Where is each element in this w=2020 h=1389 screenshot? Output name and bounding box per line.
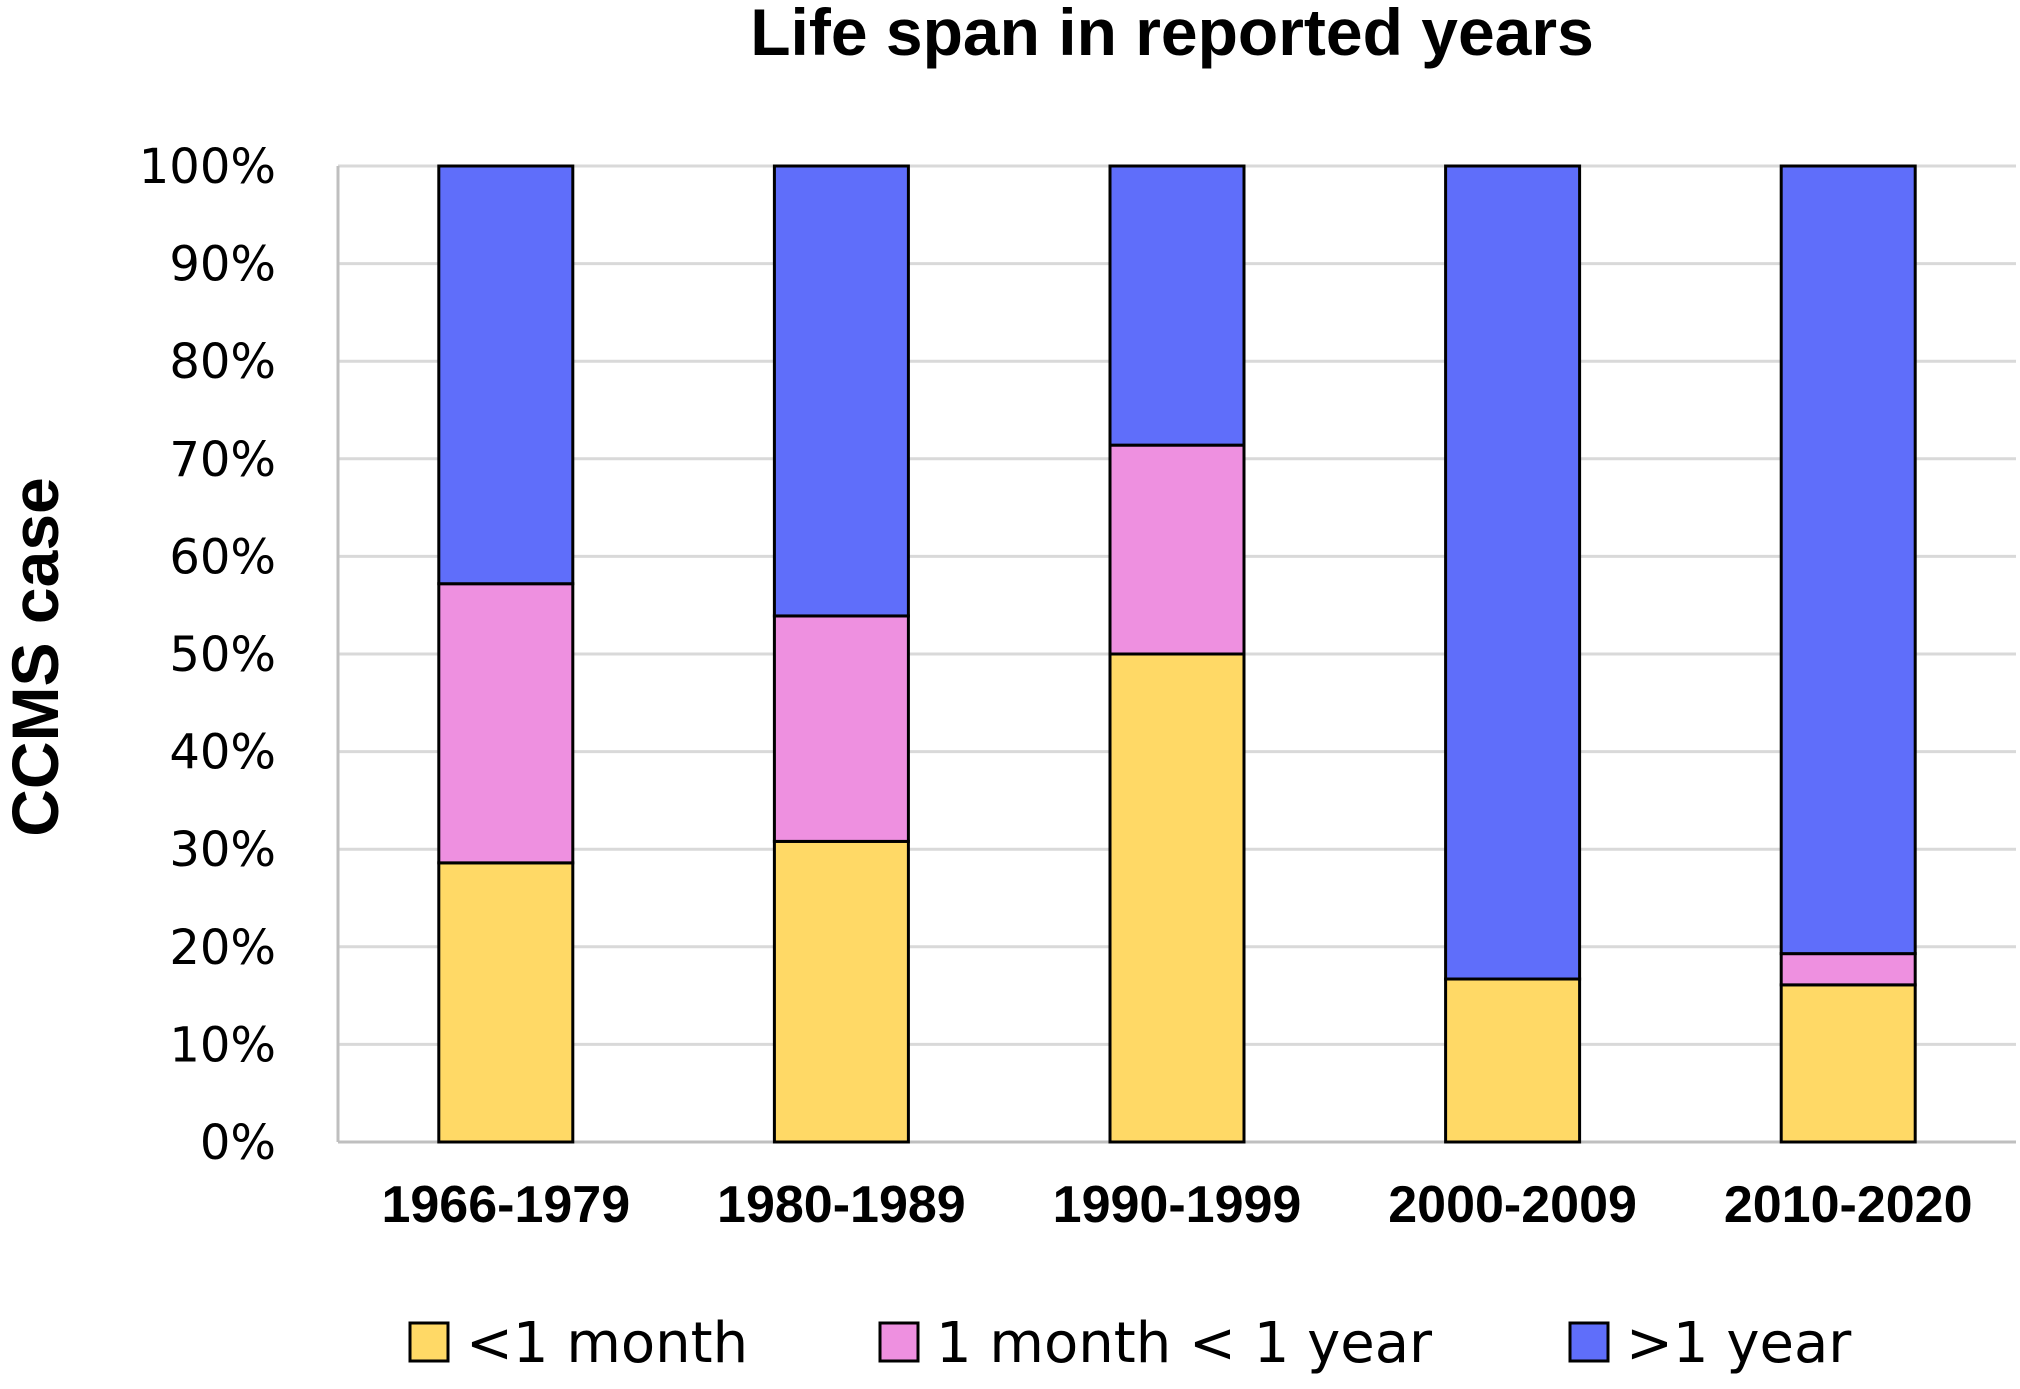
legend: <1 month 1 month < 1 year >1 year — [408, 1311, 1852, 1376]
y-tick-label: 0% — [200, 1115, 276, 1171]
bars — [437, 164, 1917, 1144]
y-tick-label: 50% — [169, 627, 276, 683]
y-tick-label: 70% — [169, 432, 276, 488]
bar-segment — [772, 839, 910, 1144]
legend-swatch — [408, 1321, 450, 1363]
y-axis-label: CCMS case — [0, 477, 72, 837]
chart-title: Life span in reported years — [750, 0, 1594, 69]
x-tick-label: 1990-1999 — [1053, 1176, 1302, 1234]
x-tick-label: 1966-1979 — [381, 1176, 630, 1234]
legend-label: <1 month — [466, 1311, 748, 1376]
y-tick-label: 100% — [139, 139, 276, 195]
legend-swatch — [878, 1321, 920, 1363]
legend-swatch — [1568, 1321, 1610, 1363]
bar-segment — [1444, 164, 1582, 981]
bar-segment — [437, 861, 575, 1144]
y-tick-label: 20% — [169, 920, 276, 976]
bar-segment — [1779, 952, 1917, 987]
x-tick-label: 1980-1989 — [717, 1176, 966, 1234]
y-tick-label: 30% — [169, 822, 276, 878]
x-axis-ticks: 1966-1979 1980-1989 1990-1999 2000-2009 2010… — [381, 1176, 1972, 1234]
y-tick-label: 80% — [169, 334, 276, 390]
x-tick-label: 2010-2020 — [1724, 1176, 1973, 1234]
y-tick-label: 10% — [169, 1017, 276, 1073]
legend-label: 1 month < 1 year — [936, 1311, 1433, 1376]
bar-segment — [1108, 652, 1246, 1144]
bar-segment — [1779, 983, 1917, 1144]
legend-label: >1 year — [1626, 1311, 1852, 1376]
bar-segment — [1108, 443, 1246, 656]
y-tick-label: 90% — [169, 237, 276, 293]
bar-segment — [772, 164, 910, 618]
bar-segment — [1108, 164, 1246, 447]
y-tick-label: 40% — [169, 725, 276, 781]
bar-segment — [1779, 164, 1917, 956]
bar-segment — [437, 164, 575, 586]
bar-segment — [437, 582, 575, 865]
bar-segment — [1444, 977, 1582, 1144]
x-tick-label: 2000-2009 — [1388, 1176, 1637, 1234]
y-tick-label: 60% — [169, 529, 276, 585]
y-axis-ticks: 0% 10% 20% 30% 40% 50% 60% 70% 80% 90% 100% — [139, 139, 276, 1171]
bar-segment — [772, 614, 910, 843]
